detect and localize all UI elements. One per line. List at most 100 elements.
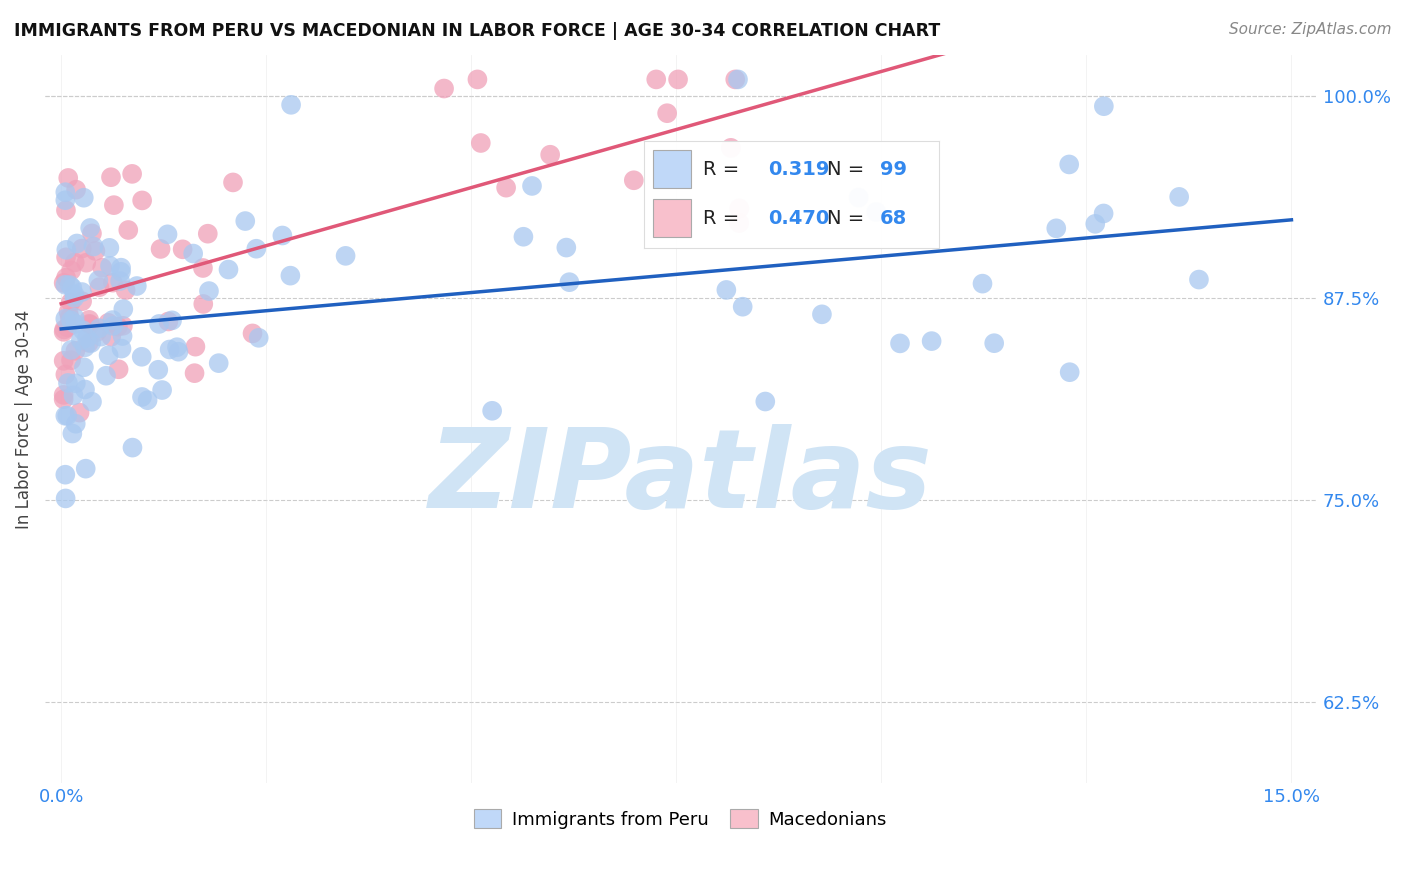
Point xyxy=(59,278,82,293)
Point xyxy=(167,344,190,359)
Point xyxy=(60,263,83,277)
Point xyxy=(136,393,159,408)
Point xyxy=(69,406,91,420)
Point xyxy=(79,221,101,235)
Point xyxy=(972,277,994,291)
Point xyxy=(82,239,104,253)
Point xyxy=(100,329,122,343)
Point xyxy=(1092,99,1115,113)
Point xyxy=(184,340,207,354)
Point xyxy=(1092,206,1115,220)
Point xyxy=(55,491,77,506)
Point xyxy=(58,170,80,185)
Point xyxy=(80,336,103,351)
Point xyxy=(538,147,561,161)
Point xyxy=(79,317,101,331)
Text: 99: 99 xyxy=(880,160,907,178)
Point xyxy=(433,81,456,95)
Point xyxy=(242,326,264,341)
Point xyxy=(848,190,870,204)
Point xyxy=(56,409,79,423)
Point xyxy=(222,176,245,190)
Point xyxy=(233,214,256,228)
Point xyxy=(86,325,108,339)
Point xyxy=(55,203,77,218)
Point xyxy=(94,368,117,383)
Point xyxy=(110,342,132,356)
Point xyxy=(73,191,96,205)
Point xyxy=(271,228,294,243)
Point xyxy=(645,72,668,87)
Point xyxy=(157,314,180,328)
FancyBboxPatch shape xyxy=(654,199,692,237)
Point xyxy=(65,317,87,331)
Point xyxy=(97,348,120,362)
Point xyxy=(53,277,76,292)
Point xyxy=(75,256,97,270)
Point xyxy=(728,216,751,230)
Point xyxy=(125,279,148,293)
Text: R =: R = xyxy=(703,160,745,178)
Point xyxy=(84,244,107,258)
Point xyxy=(159,343,181,357)
Text: 68: 68 xyxy=(880,209,907,227)
Point xyxy=(166,340,188,354)
Point xyxy=(70,294,93,309)
Point xyxy=(101,276,124,290)
Point xyxy=(720,141,742,155)
Point xyxy=(1168,190,1191,204)
Text: R =: R = xyxy=(703,209,745,227)
Point xyxy=(110,265,132,279)
Point xyxy=(198,284,221,298)
Point xyxy=(107,319,129,334)
Point xyxy=(103,198,125,212)
Point xyxy=(121,441,143,455)
Point xyxy=(181,246,204,260)
Point xyxy=(55,243,77,257)
Point xyxy=(91,260,114,275)
Point xyxy=(156,227,179,242)
Point xyxy=(60,426,83,441)
Text: ZIPatlas: ZIPatlas xyxy=(429,424,932,531)
Point xyxy=(60,343,83,357)
Point xyxy=(208,356,231,370)
Point xyxy=(90,329,112,343)
Point xyxy=(114,283,136,297)
Point xyxy=(98,259,121,273)
Point xyxy=(183,366,205,380)
Point xyxy=(77,335,100,350)
Point xyxy=(75,461,97,475)
Point xyxy=(101,313,124,327)
Point xyxy=(131,390,153,404)
Point xyxy=(53,185,76,199)
Point xyxy=(60,313,83,327)
Point xyxy=(53,311,76,326)
Point xyxy=(280,268,302,283)
Point xyxy=(53,467,76,482)
Point xyxy=(63,291,86,305)
Point xyxy=(558,275,581,289)
Point xyxy=(73,360,96,375)
Point xyxy=(1059,365,1081,379)
Text: IMMIGRANTS FROM PERU VS MACEDONIAN IN LABOR FORCE | AGE 30-34 CORRELATION CHART: IMMIGRANTS FROM PERU VS MACEDONIAN IN LA… xyxy=(14,22,941,40)
Y-axis label: In Labor Force | Age 30-34: In Labor Force | Age 30-34 xyxy=(15,310,32,529)
Point xyxy=(80,394,103,409)
Point xyxy=(117,223,139,237)
Point xyxy=(724,72,747,87)
Point xyxy=(889,336,911,351)
Point xyxy=(59,310,82,325)
Point xyxy=(467,72,489,87)
Point xyxy=(52,353,75,368)
Point xyxy=(66,236,89,251)
Point xyxy=(63,255,86,269)
Point xyxy=(731,300,754,314)
Point xyxy=(60,281,83,295)
Point xyxy=(160,313,183,327)
Point xyxy=(150,383,173,397)
Point xyxy=(247,331,270,345)
Point xyxy=(111,318,134,333)
Point xyxy=(80,227,103,241)
Point xyxy=(100,170,122,185)
Point xyxy=(107,362,129,376)
Point xyxy=(65,343,87,358)
